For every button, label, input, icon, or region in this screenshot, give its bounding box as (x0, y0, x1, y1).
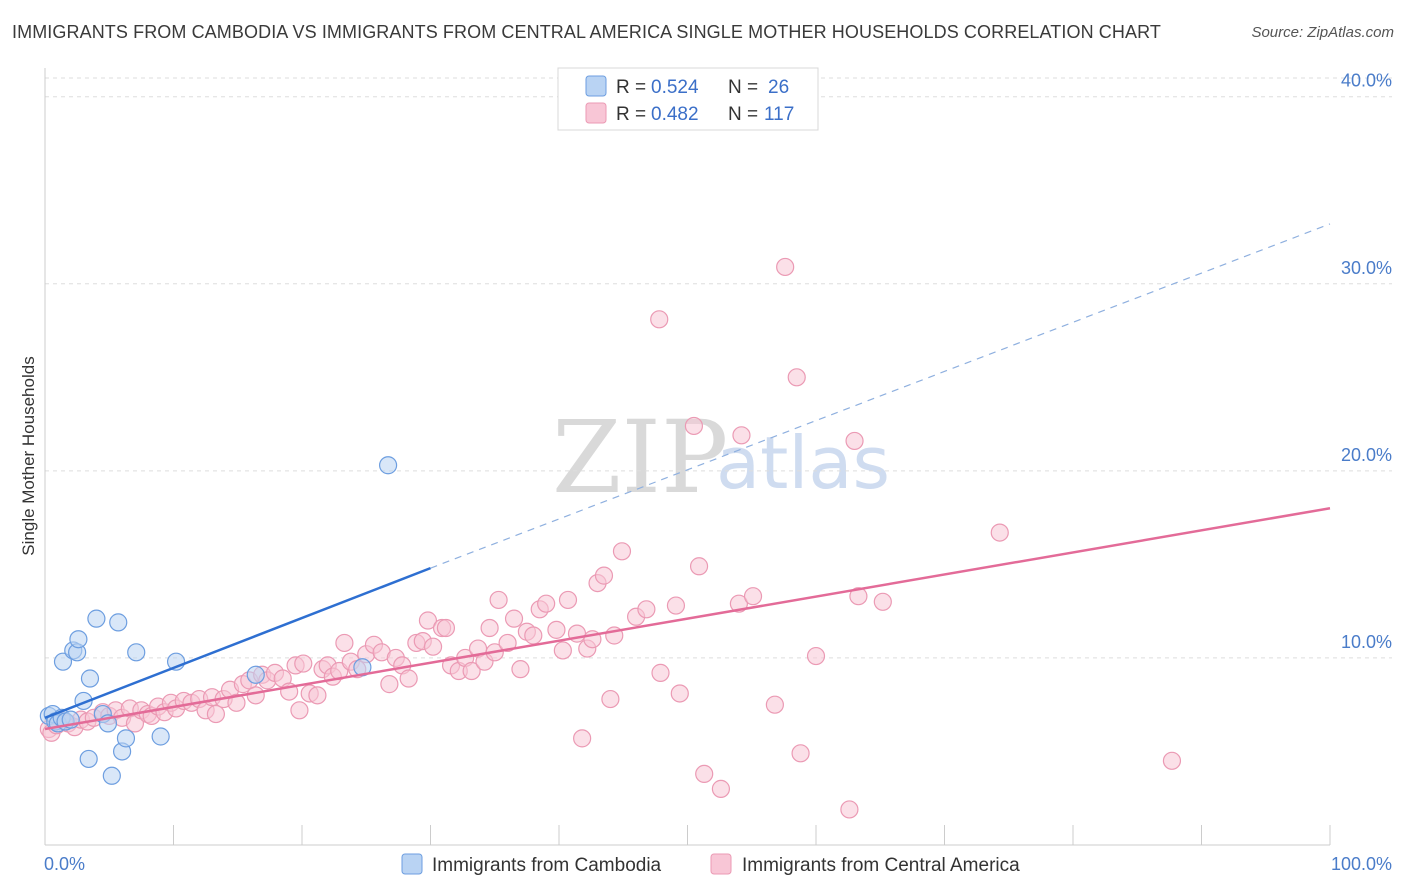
cambodia-point (69, 630, 88, 649)
central-america-point (504, 609, 524, 628)
central-america-point (246, 686, 265, 705)
central-america-point (498, 633, 517, 653)
central-america-point (480, 618, 499, 638)
central-america-point (670, 684, 689, 703)
central-america-point (553, 641, 572, 660)
central-america-point (524, 626, 543, 645)
central-america-point (547, 620, 566, 639)
y-tick-label: 40.0% (1341, 71, 1392, 91)
cambodia-trend-extension (430, 223, 1331, 569)
central-america-point (689, 557, 709, 576)
central-america-point (436, 618, 456, 638)
central-america-point (711, 779, 731, 798)
central-america-point (732, 426, 751, 445)
central-america-point (308, 686, 327, 705)
central-america-point (840, 800, 859, 819)
central-america-trend-line (44, 507, 1331, 731)
source-label: Source: ZipAtlas.com (1251, 24, 1394, 41)
central-america-point (651, 663, 670, 682)
legend-r-value-cambodia: 0.524 (651, 77, 699, 98)
central-america-point (806, 646, 826, 666)
central-america-point (601, 689, 620, 709)
legend-n-value-central-america: 117 (764, 104, 794, 125)
central-america-point (765, 695, 784, 714)
bottom-legend-swatch-central-america (710, 853, 732, 875)
central-america-point (418, 611, 438, 630)
trend-lines (44, 223, 1331, 731)
bottom-legend-label-cambodia: Immigrants from Cambodia (432, 855, 662, 876)
central-america-point (637, 600, 656, 619)
central-america-point (537, 594, 556, 613)
x-tick-label-min: 0.0% (44, 854, 85, 874)
central-america-point (791, 744, 810, 763)
central-america-point (380, 675, 399, 694)
cambodia-point (151, 727, 170, 746)
central-america-point (423, 637, 443, 656)
y-tick-label: 30.0% (1341, 258, 1392, 278)
cambodia-point (116, 729, 136, 748)
central-america-point (489, 590, 508, 610)
central-america-point (666, 596, 686, 615)
bottom-legend-swatch-cambodia (401, 853, 423, 875)
cambodia-point (102, 766, 121, 785)
cambodia-point (353, 658, 372, 677)
central-america-point (776, 257, 795, 277)
legend-r-value-central-america: 0.482 (651, 104, 699, 125)
x-tick-label-max: 100.0% (1331, 854, 1392, 874)
central-america-point (873, 592, 892, 611)
cambodia-point (127, 643, 146, 662)
legend-swatch-cambodia (585, 75, 607, 97)
central-america-point (573, 729, 592, 748)
x-ticks (173, 825, 1331, 845)
central-america-point (227, 693, 246, 712)
cambodia-point (109, 613, 128, 632)
central-america-point (511, 660, 530, 679)
central-america-point (695, 764, 714, 784)
central-america-point (335, 633, 354, 653)
grid-lines (45, 77, 1392, 659)
legend-swatch-central-america (585, 102, 607, 124)
central-america-point (294, 654, 313, 673)
central-america-point (743, 587, 763, 606)
bottom-legend-label-central-america: Immigrants from Central America (742, 855, 1020, 876)
central-america-point (684, 416, 704, 436)
y-tick-labels: 10.0% 20.0% 30.0% 40.0% (1341, 71, 1392, 652)
central-america-point (206, 704, 226, 724)
central-america-point (399, 669, 418, 688)
legend-r-label-central-america: R = (616, 104, 646, 125)
central-america-point (1162, 751, 1182, 770)
central-america-point (612, 542, 632, 561)
legend-n-label-cambodia: N = (728, 77, 758, 98)
watermark-zip: ZIP (552, 399, 728, 516)
central-america-point (849, 587, 868, 606)
series-cambodia-points (39, 456, 398, 785)
cambodia-point (378, 456, 398, 475)
bottom-legend: Immigrants from Cambodia Immigrants from… (401, 853, 1020, 876)
chart-title: IMMIGRANTS FROM CAMBODIA VS IMMIGRANTS F… (12, 22, 1161, 42)
central-america-point (462, 661, 481, 681)
cambodia-point (246, 665, 265, 684)
legend: R = 0.524 N = 26 R = 0.482 N = 117 (557, 67, 819, 131)
cambodia-point (87, 609, 106, 628)
legend-n-value-cambodia: 26 (768, 77, 789, 98)
cambodia-trend-line (44, 566, 431, 719)
legend-r-label-cambodia: R = (616, 77, 646, 98)
central-america-point (290, 701, 309, 720)
central-america-point (990, 523, 1009, 542)
central-america-point (558, 590, 578, 610)
central-america-point (650, 310, 669, 329)
cambodia-point (80, 669, 100, 688)
y-tick-label: 20.0% (1341, 445, 1392, 465)
legend-n-label-central-america: N = (728, 104, 758, 125)
watermark: ZIP atlas (552, 399, 890, 516)
central-america-point (845, 431, 864, 451)
y-axis-label: Single Mother Households (19, 356, 38, 555)
y-tick-label: 10.0% (1341, 632, 1392, 652)
central-america-point (787, 368, 806, 387)
cambodia-point (53, 652, 73, 671)
central-america-point (594, 566, 614, 585)
series-central-america-points (39, 257, 1182, 819)
cambodia-point (79, 749, 98, 769)
